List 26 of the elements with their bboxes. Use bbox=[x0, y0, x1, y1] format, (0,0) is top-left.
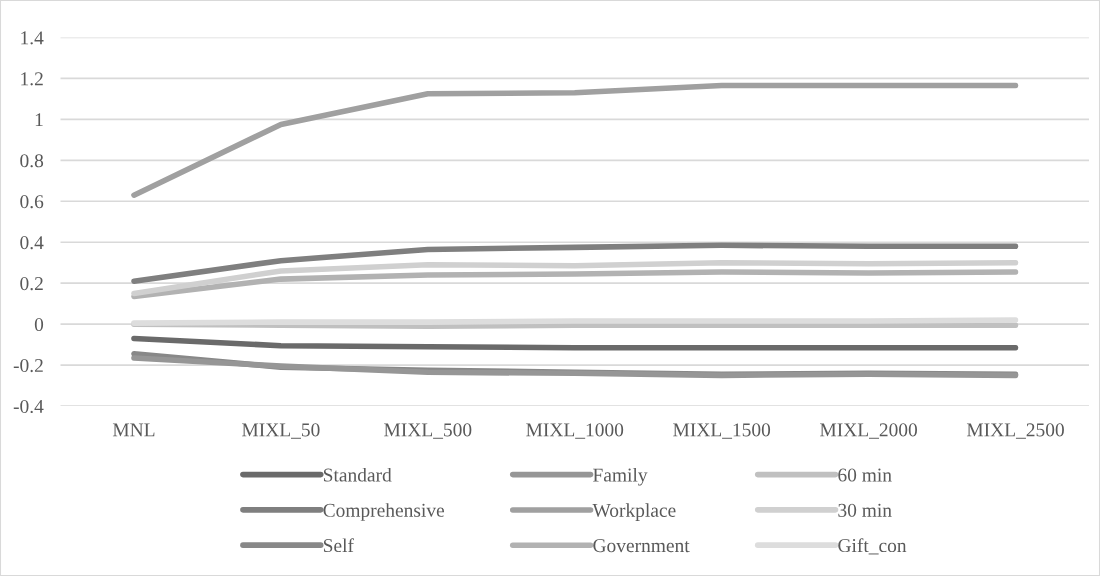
y-tick-label: 0.8 bbox=[20, 154, 44, 168]
y-tick-label: 1 bbox=[35, 113, 43, 127]
legend-label: Standard bbox=[323, 467, 392, 482]
x-tick-label: MIXL_50 bbox=[242, 423, 320, 439]
x-tick-label: MNL bbox=[112, 423, 155, 437]
legend-label: Comprehensive bbox=[323, 503, 445, 521]
x-tick-label: MIXL_1500 bbox=[673, 423, 771, 439]
y-tick-label: 0.6 bbox=[20, 195, 44, 209]
legend-label: Self bbox=[323, 538, 354, 553]
legend-label: Family bbox=[593, 467, 648, 486]
legend-label: 60 min bbox=[838, 468, 892, 482]
y-tick-label: 1.2 bbox=[21, 72, 43, 86]
legend-label: Workplace bbox=[592, 503, 676, 521]
y-tick-label: 0.4 bbox=[20, 236, 44, 250]
legend-label: Government bbox=[593, 539, 690, 553]
y-tick-label: 0 bbox=[34, 317, 44, 332]
legend-label: Gift_con bbox=[838, 538, 907, 555]
x-tick-label: MIXL_500 bbox=[384, 423, 472, 439]
y-tick-label: -0.4 bbox=[13, 399, 44, 414]
x-tick-label: MIXL_1000 bbox=[526, 423, 624, 439]
y-tick-label: 0.2 bbox=[20, 277, 43, 291]
y-tick-label: 1.4 bbox=[21, 31, 44, 45]
y-tick-label: -0.2 bbox=[13, 358, 43, 373]
x-tick-label: MIXL_2000 bbox=[820, 423, 918, 439]
legend-label: 30 min bbox=[838, 503, 892, 517]
x-tick-label: MIXL_2500 bbox=[966, 423, 1064, 439]
